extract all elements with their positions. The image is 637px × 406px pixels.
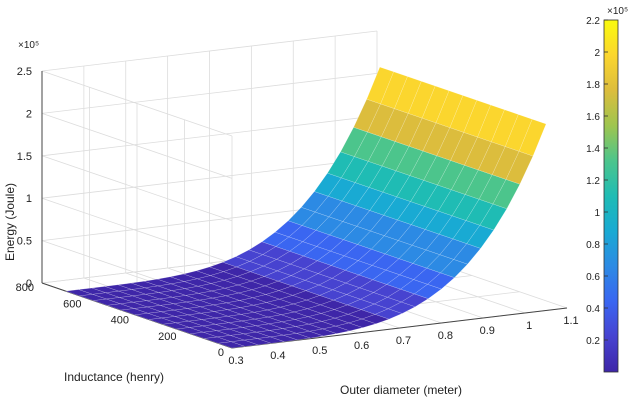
colorbar-tick-label: 0.6 — [586, 272, 600, 283]
colorbar-tick-label: 1.2 — [586, 176, 600, 187]
z-tick-label: 2.5 — [17, 66, 32, 78]
x-tick-label: 0.4 — [270, 350, 285, 362]
z-tick-label: 2 — [26, 108, 32, 120]
z-tick-label: 0.5 — [17, 236, 32, 248]
x-tick-label: 0.5 — [312, 345, 327, 357]
x-tick-label: 0.6 — [354, 340, 369, 352]
z-tick-label: 1 — [26, 193, 32, 205]
x-tick-label: 0.7 — [396, 335, 411, 347]
y-tick-label: 200 — [158, 331, 176, 343]
surface-plot — [66, 67, 546, 348]
x-tick-label: 0.3 — [228, 355, 243, 367]
colorbar-tick-label: 2.2 — [586, 16, 600, 27]
colorbar-tick-label: 0.4 — [586, 304, 600, 315]
z-multiplier-label: ×10⁵ — [18, 40, 39, 51]
colorbar-tick-label: 1.4 — [586, 144, 600, 155]
x-axis-label: Outer diameter (meter) — [340, 383, 462, 397]
x-tick-label: 1 — [526, 320, 532, 332]
colorbar-tick-label: 1.6 — [586, 112, 600, 123]
y-tick-label: 0 — [218, 347, 224, 359]
z-tick-label: 1.5 — [17, 151, 32, 163]
y-axis-label: Inductance (henry) — [64, 370, 164, 384]
x-tick-label: 0.8 — [438, 330, 453, 342]
x-tick-label: 0.9 — [480, 325, 495, 337]
colorbar-tick-label: 0.8 — [586, 240, 600, 251]
colorbar-tick-label: 0.2 — [586, 336, 600, 347]
colorbar-tick-label: 1.8 — [586, 80, 600, 91]
y-tick-label: 600 — [63, 298, 81, 310]
y-tick-label: 400 — [111, 315, 129, 327]
z-axis-label: Energy (Joule) — [3, 183, 17, 261]
colorbar-tick-label: 2 — [594, 48, 600, 59]
colorbar — [604, 20, 618, 372]
colorbar-tick-label: 1 — [594, 208, 600, 219]
x-tick-label: 1.1 — [563, 315, 578, 327]
colorbar-multiplier-label: ×10⁵ — [607, 6, 628, 17]
y-tick-label: 800 — [16, 282, 34, 294]
